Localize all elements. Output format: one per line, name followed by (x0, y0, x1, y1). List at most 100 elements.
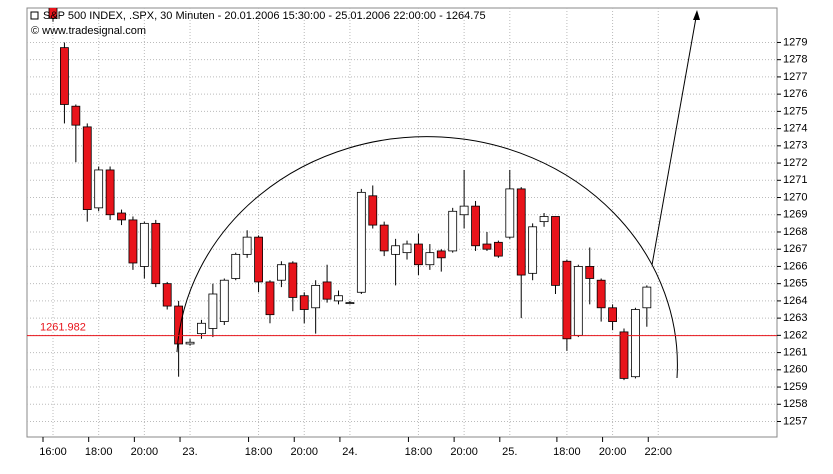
candle-body (573, 266, 583, 336)
y-tick-label: 1274 (783, 123, 807, 135)
y-tick-label: 1277 (783, 71, 807, 83)
candle-body (631, 309, 640, 378)
x-tick-label: 18:00 (553, 446, 581, 458)
y-tick-label: 1269 (783, 209, 807, 221)
candle-body (185, 341, 195, 345)
candle-body (516, 188, 526, 276)
y-tick-label: 1278 (783, 54, 807, 66)
candle-body (334, 295, 343, 302)
y-tick-label: 1264 (783, 295, 807, 307)
candle-body (162, 283, 172, 307)
candle-body (139, 222, 149, 267)
candle-body (197, 322, 206, 335)
x-tick-label: 25. (502, 446, 517, 458)
candle-body (219, 279, 229, 322)
candle-body (242, 236, 252, 255)
copyright: © www.tradesignal.com (31, 25, 146, 37)
candle-body (276, 264, 286, 281)
chart-title: S&P 500 INDEX, .SPX, 30 Minuten - 20.01.… (43, 10, 486, 22)
candle-body (128, 219, 138, 264)
y-tick-label: 1272 (783, 157, 807, 169)
candle-body (471, 205, 480, 247)
arrow-line (651, 11, 698, 266)
y-tick-label: 1271 (783, 174, 807, 186)
candle-body (539, 216, 549, 223)
candle-body (585, 266, 595, 279)
candle-body (299, 295, 309, 310)
y-tick-label: 1265 (783, 278, 807, 290)
x-tick-label: 22:00 (644, 446, 672, 458)
candle-body (265, 281, 275, 316)
candle-body (642, 286, 652, 309)
candle-body (117, 212, 126, 221)
candle-body (528, 226, 538, 274)
grid (27, 8, 777, 437)
y-tick-label: 1266 (783, 260, 807, 272)
candle-body (368, 195, 378, 226)
candle-body (48, 8, 58, 19)
candle-body (345, 302, 355, 305)
candle-body (482, 243, 492, 250)
x-tick-label: 20:00 (599, 446, 627, 458)
y-tick-label: 1261 (783, 346, 807, 358)
x-tick-label: 18:00 (245, 446, 273, 458)
y-tick-label: 1276 (783, 88, 807, 100)
candle-body (311, 284, 321, 309)
y-tick-label: 1263 (783, 312, 807, 324)
candle-body (414, 243, 423, 266)
y-tick-label: 1268 (783, 226, 807, 238)
x-tick-label: 18:00 (85, 446, 113, 458)
rounding-bottom-arc (176, 136, 678, 379)
candle-body (356, 191, 366, 293)
y-tick-label: 1257 (783, 415, 807, 427)
arrow-head (693, 10, 700, 20)
y-tick-label: 1259 (783, 381, 807, 393)
candle-body (425, 252, 435, 266)
candle-body (493, 241, 503, 257)
candle-body (379, 224, 389, 252)
x-tick-label: 24. (342, 446, 357, 458)
y-tick-label: 1273 (783, 140, 807, 152)
candle-body (82, 126, 92, 210)
y-tick-label: 1262 (783, 329, 807, 341)
candle-body (60, 47, 69, 105)
candle-body (174, 305, 184, 345)
candles (48, 8, 652, 381)
candle-body (94, 169, 104, 209)
candle-body (448, 210, 458, 252)
candle-body (608, 307, 617, 322)
x-tick-label: 18:00 (405, 446, 433, 458)
candle-body (551, 216, 560, 286)
candle-body (151, 222, 161, 285)
candle-body (619, 331, 629, 379)
candle-body (459, 205, 469, 216)
candle-body (71, 105, 81, 126)
reference-label: 1261.982 (40, 322, 86, 334)
x-tick-label: 20:00 (131, 446, 159, 458)
candle-body (105, 169, 115, 216)
y-tick-label: 1270 (783, 191, 807, 203)
candle-body (596, 279, 606, 309)
y-tick-label: 1258 (783, 398, 807, 410)
candle-body (402, 243, 412, 254)
x-tick-label: 16:00 (39, 446, 67, 458)
candle-body (436, 250, 446, 259)
x-tick-label: 23. (182, 446, 197, 458)
y-tick-label: 1275 (783, 105, 807, 117)
candle-body (322, 281, 332, 300)
y-tick-label: 1260 (783, 364, 807, 376)
legend-icon (30, 11, 39, 20)
candle-body (208, 293, 218, 329)
candle-body (288, 262, 298, 298)
x-tick-label: 20:00 (450, 446, 478, 458)
y-tick-label: 1279 (783, 36, 807, 48)
candle-body (231, 253, 241, 279)
candle-body (391, 245, 401, 255)
candle-body (505, 188, 515, 238)
x-tick-label: 20:00 (290, 446, 318, 458)
candle-body (254, 236, 263, 283)
y-tick-label: 1267 (783, 243, 807, 255)
plot-area (26, 7, 778, 438)
